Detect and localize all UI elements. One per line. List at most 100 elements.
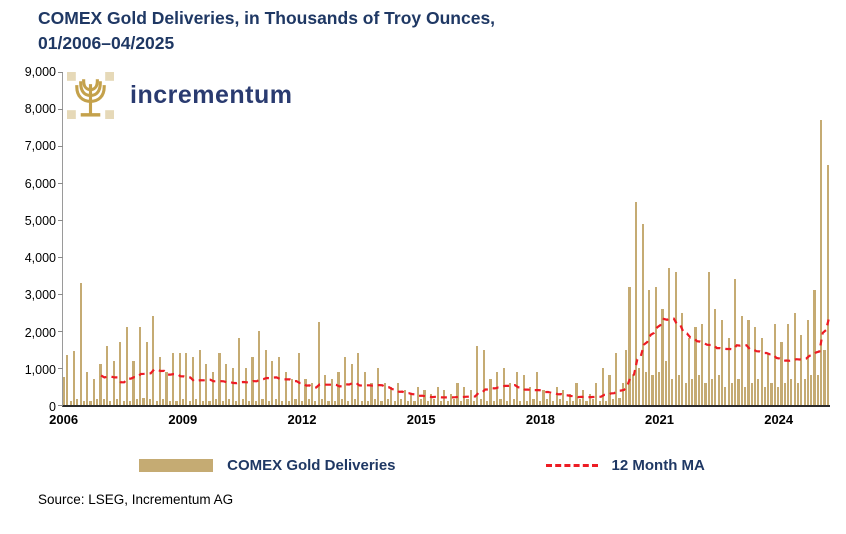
bar bbox=[714, 308, 717, 405]
bar bbox=[796, 382, 800, 405]
bar bbox=[740, 316, 743, 405]
bar bbox=[201, 401, 205, 405]
bar bbox=[89, 401, 92, 405]
bar bbox=[671, 379, 674, 405]
bar bbox=[274, 399, 277, 405]
y-axis-label: 6,000 bbox=[24, 176, 56, 191]
bar bbox=[205, 364, 208, 405]
y-axis-label: 1,000 bbox=[24, 362, 56, 377]
bar bbox=[373, 399, 376, 405]
bar bbox=[512, 399, 515, 405]
bar bbox=[238, 338, 241, 405]
bar bbox=[287, 401, 290, 405]
bar bbox=[773, 323, 776, 405]
bar bbox=[390, 386, 393, 405]
bar bbox=[628, 286, 631, 405]
bar bbox=[654, 286, 657, 405]
bar bbox=[734, 279, 737, 405]
bar bbox=[710, 379, 714, 405]
bar bbox=[767, 353, 770, 405]
bar bbox=[330, 379, 333, 405]
bar bbox=[542, 390, 545, 405]
bar bbox=[182, 399, 185, 405]
bar bbox=[72, 351, 76, 405]
x-axis-label: 2018 bbox=[525, 412, 555, 427]
bar bbox=[608, 375, 611, 405]
bar bbox=[757, 379, 760, 405]
bar bbox=[92, 379, 95, 405]
bar bbox=[224, 364, 228, 405]
bar bbox=[132, 360, 135, 405]
bar bbox=[575, 382, 578, 405]
bar bbox=[585, 401, 588, 405]
bar bbox=[724, 386, 727, 405]
bar bbox=[760, 338, 763, 405]
y-axis-tick bbox=[58, 108, 63, 110]
bar bbox=[651, 375, 654, 405]
bar bbox=[284, 371, 287, 405]
bar bbox=[499, 399, 502, 405]
bar bbox=[644, 371, 648, 405]
bar bbox=[410, 393, 413, 405]
bar bbox=[218, 353, 221, 405]
bar bbox=[806, 319, 810, 405]
legend-ma-label: 12 Month MA bbox=[611, 456, 705, 474]
bar bbox=[562, 390, 565, 405]
y-axis-label: 0 bbox=[49, 400, 56, 414]
bar bbox=[353, 399, 357, 405]
bar bbox=[466, 399, 469, 405]
bar bbox=[790, 379, 793, 405]
bar bbox=[281, 401, 284, 405]
bar bbox=[400, 399, 403, 405]
bar bbox=[198, 349, 201, 405]
bar bbox=[436, 386, 439, 405]
bar bbox=[595, 382, 598, 405]
bar bbox=[704, 382, 707, 405]
bar bbox=[684, 382, 687, 405]
bar bbox=[175, 401, 178, 405]
bar bbox=[744, 386, 747, 405]
x-axis-label: 2009 bbox=[168, 412, 198, 427]
bar bbox=[730, 382, 733, 405]
bar bbox=[386, 399, 390, 405]
bar bbox=[185, 353, 188, 405]
bar bbox=[125, 327, 128, 405]
bar bbox=[231, 368, 234, 405]
bar bbox=[258, 331, 261, 405]
bar bbox=[687, 338, 690, 405]
legend-dash-swatch bbox=[545, 463, 598, 467]
bar bbox=[529, 386, 532, 405]
bar bbox=[677, 375, 681, 405]
bar bbox=[509, 382, 512, 405]
bar bbox=[552, 401, 555, 405]
y-axis-label: 9,000 bbox=[24, 65, 56, 79]
chart-title-line2: 01/2006–04/2025 bbox=[38, 33, 175, 54]
bar bbox=[747, 319, 750, 405]
x-axis-label: 2021 bbox=[645, 412, 674, 427]
bar bbox=[429, 393, 433, 405]
bar bbox=[810, 375, 813, 405]
bar bbox=[188, 401, 191, 405]
bar bbox=[674, 271, 677, 405]
bar bbox=[502, 368, 505, 405]
bar bbox=[172, 353, 175, 405]
bar bbox=[522, 375, 525, 405]
bar bbox=[720, 319, 724, 405]
bar bbox=[99, 364, 102, 405]
bar bbox=[301, 401, 304, 405]
bar bbox=[433, 399, 436, 405]
bar bbox=[380, 401, 383, 405]
bar bbox=[191, 356, 195, 405]
bar bbox=[780, 342, 783, 405]
bar bbox=[168, 401, 171, 405]
bar bbox=[363, 371, 367, 405]
bar bbox=[152, 316, 155, 405]
x-axis-label: 2024 bbox=[764, 412, 794, 427]
legend-item-ma: 12 Month MA bbox=[545, 456, 705, 474]
bar bbox=[413, 401, 416, 405]
bar bbox=[248, 401, 251, 405]
bar bbox=[446, 401, 449, 405]
bar bbox=[165, 371, 168, 405]
bar bbox=[139, 327, 142, 405]
bar bbox=[129, 401, 132, 405]
